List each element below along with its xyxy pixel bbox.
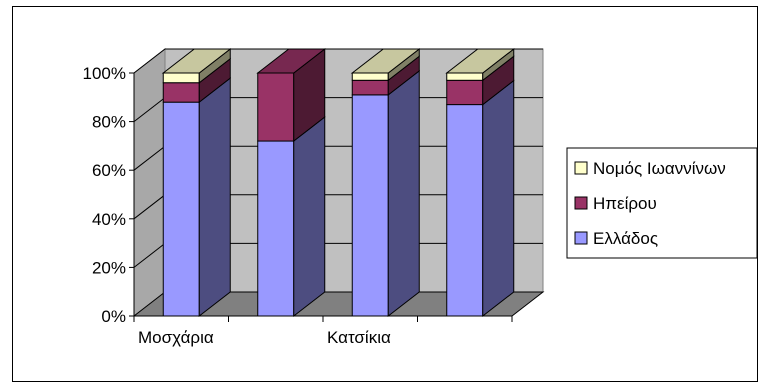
bar-front — [446, 104, 484, 317]
bar-segment — [161, 47, 232, 84]
bar-side — [482, 79, 515, 318]
bar-side — [387, 69, 420, 318]
x-tick-label: Κατσίκια — [327, 328, 391, 347]
legend-label: Ελλάδος — [593, 229, 658, 248]
legend-swatch — [574, 161, 588, 175]
legend-box — [566, 147, 758, 259]
bar-top — [256, 48, 327, 74]
y-tick-label: 80% — [92, 113, 126, 132]
y-tick-label: 40% — [92, 210, 126, 229]
bar-side — [198, 77, 231, 318]
bar-top — [350, 48, 421, 74]
bar-front — [446, 79, 484, 106]
bar-top — [161, 48, 232, 74]
y-tick-label: 60% — [92, 161, 126, 180]
bar-front — [257, 72, 295, 142]
bar-segment — [256, 47, 327, 143]
bar-front — [351, 79, 389, 96]
x-tick-label: Μοσχάρια — [138, 328, 214, 347]
bar-front — [351, 94, 389, 317]
legend-swatch — [574, 196, 588, 210]
y-tick-label: 100% — [83, 64, 126, 83]
y-tick-label: 0% — [101, 307, 126, 326]
bar-front — [257, 140, 295, 317]
bar-segment — [446, 55, 515, 106]
bar-front — [162, 82, 200, 103]
bar-front — [446, 72, 484, 81]
bar-front — [162, 72, 200, 84]
bar-front — [162, 101, 200, 317]
bar-segment — [351, 69, 420, 318]
bar-segment — [162, 77, 231, 318]
bar-segment — [445, 47, 516, 82]
legend-label: Νομός Ιωαννίνων — [593, 159, 726, 178]
bar-top — [445, 48, 516, 74]
bar-segment — [350, 47, 421, 82]
bar-segment — [446, 79, 515, 318]
y-tick-label: 20% — [92, 258, 126, 277]
legend-swatch — [574, 231, 588, 245]
bar-segment — [257, 116, 326, 318]
bar-side — [293, 116, 326, 318]
side-wall — [133, 47, 166, 318]
legend-label: Ηπείρου — [593, 194, 657, 213]
axes: 0% 20% 40% 60% 80% 100% Μοσχάρια Κατσίκια — [83, 64, 513, 347]
legend: Νομός Ιωαννίνων Ηπείρου Ελλάδος — [566, 147, 758, 259]
bar-front — [351, 72, 389, 81]
